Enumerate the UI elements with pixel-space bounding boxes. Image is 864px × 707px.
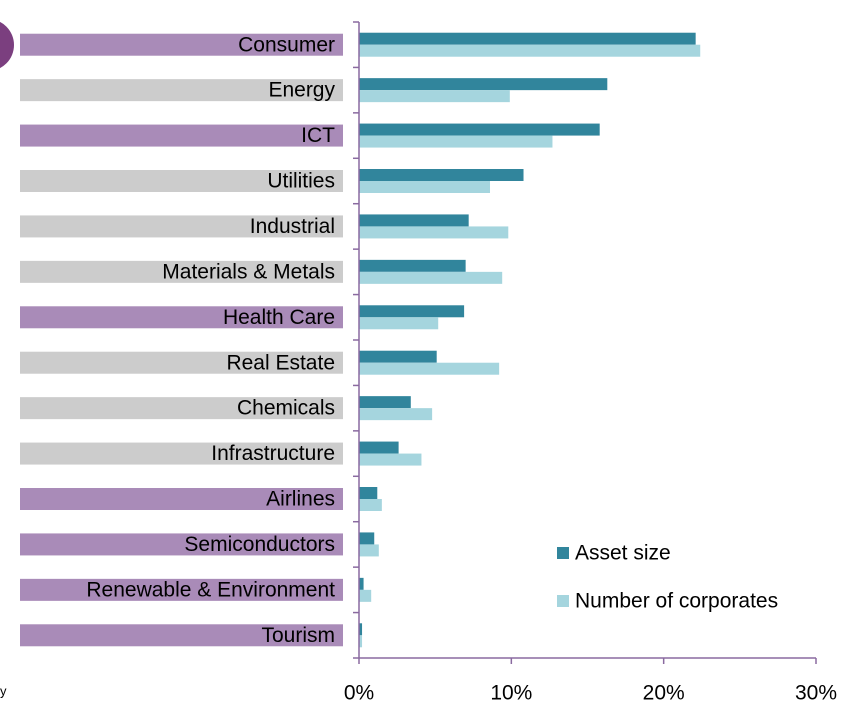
source-fragment: y — [0, 683, 7, 698]
bar — [359, 350, 437, 363]
category-label: Utilities — [267, 170, 335, 193]
bar — [359, 532, 375, 545]
bar — [359, 214, 469, 227]
bar — [359, 181, 491, 193]
bar — [359, 441, 399, 454]
bar — [359, 259, 466, 272]
bar — [359, 499, 382, 511]
category-label: Health Care — [223, 306, 335, 329]
bar — [359, 32, 696, 45]
category-label: Renewable & Environment — [86, 578, 335, 601]
label-box — [20, 578, 343, 601]
bar — [359, 135, 553, 148]
label-box — [20, 624, 343, 647]
label-box — [20, 33, 343, 56]
x-tick-label: 20% — [643, 682, 685, 705]
bar — [359, 544, 379, 557]
legend-swatch — [557, 547, 569, 559]
label-box — [20, 442, 343, 465]
bar — [359, 90, 510, 103]
label-box — [20, 351, 343, 374]
bar — [359, 396, 411, 409]
bar — [359, 453, 422, 466]
bar — [359, 78, 608, 91]
category-label: Consumer — [238, 33, 335, 56]
legend-swatch — [557, 595, 569, 607]
category-label: Airlines — [266, 488, 335, 511]
category-label: Industrial — [250, 215, 335, 238]
x-tick-label: 0% — [344, 682, 374, 705]
x-tick-label: 30% — [795, 682, 837, 705]
label-box — [20, 397, 343, 420]
bar — [359, 271, 503, 284]
label-box — [20, 170, 343, 192]
bar — [359, 408, 433, 421]
badge — [0, 21, 14, 69]
legend-label: Number of corporates — [575, 590, 778, 613]
label-box — [20, 124, 343, 147]
bar — [359, 635, 363, 648]
category-label: Chemicals — [237, 397, 335, 420]
label-box — [20, 260, 343, 283]
category-label: Semiconductors — [184, 533, 335, 556]
bar — [359, 44, 701, 57]
label-box — [20, 79, 343, 102]
bar — [359, 317, 439, 330]
bar — [359, 226, 509, 239]
label-box — [20, 533, 343, 556]
label-box — [20, 488, 343, 510]
label-box — [20, 215, 343, 238]
bar — [359, 362, 500, 375]
category-label: ICT — [301, 124, 335, 147]
bar — [359, 589, 372, 602]
category-label: Real Estate — [226, 351, 335, 374]
bar — [359, 123, 600, 136]
bar — [359, 169, 524, 181]
category-label: Tourism — [261, 624, 335, 647]
label-box — [20, 306, 343, 329]
category-label: Energy — [268, 79, 335, 102]
x-tick-label: 10% — [490, 682, 532, 705]
bar — [359, 487, 378, 499]
category-label: Materials & Metals — [162, 260, 335, 283]
legend-label: Asset size — [575, 542, 671, 565]
category-label: Infrastructure — [211, 442, 335, 465]
bar — [359, 577, 364, 590]
bar — [359, 305, 465, 318]
bar — [359, 623, 363, 636]
